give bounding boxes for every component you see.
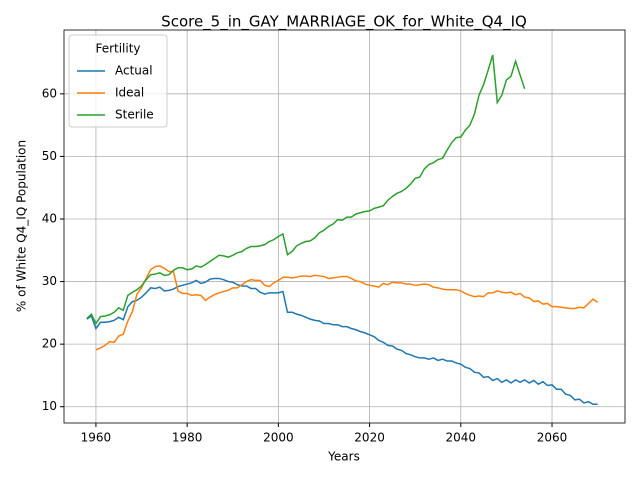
x-tick-label: 1980 bbox=[172, 431, 203, 445]
x-tick-label: 2020 bbox=[354, 431, 385, 445]
y-tick-label: 50 bbox=[42, 149, 57, 163]
x-axis-label: Years bbox=[327, 450, 360, 464]
data-line bbox=[86, 277, 598, 405]
legend-label: Actual bbox=[115, 64, 153, 78]
x-tick-label: 2000 bbox=[263, 431, 294, 445]
chart-title: Score_5_in_GAY_MARRIAGE_OK_for_White_Q4_… bbox=[161, 13, 527, 32]
y-tick-label: 30 bbox=[42, 274, 57, 288]
legend-label: Ideal bbox=[115, 86, 144, 100]
y-tick-label: 20 bbox=[42, 337, 57, 351]
legend: Fertility Actual Ideal Sterile bbox=[68, 34, 168, 128]
x-tick-label: 2040 bbox=[446, 431, 477, 445]
y-tick-label: 10 bbox=[42, 399, 57, 413]
x-tick-label: 1960 bbox=[81, 431, 112, 445]
y-axis-label: % of White Q4_IQ Population bbox=[15, 140, 29, 312]
legend-box bbox=[68, 34, 168, 128]
x-tick-label: 2060 bbox=[537, 431, 568, 445]
legend-title: Fertility bbox=[95, 42, 140, 56]
plot-frame bbox=[63, 29, 626, 424]
y-tick-label: 40 bbox=[42, 211, 57, 225]
data-line bbox=[86, 54, 526, 326]
data-line bbox=[95, 265, 599, 351]
y-tick-label: 60 bbox=[42, 86, 57, 100]
legend-label: Sterile bbox=[115, 108, 154, 122]
